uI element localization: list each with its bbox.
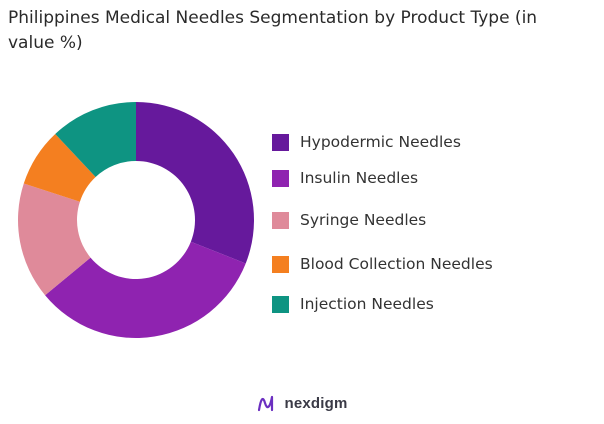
- legend-label: Syringe Needles: [300, 211, 427, 229]
- legend-item-hypodermic-needles: Hypodermic Needles: [272, 132, 592, 152]
- legend-swatch: [272, 169, 289, 187]
- brand-footer: nexdigm: [0, 393, 604, 413]
- legend-swatch: [272, 295, 289, 313]
- slice-hypodermic-needles: [136, 102, 254, 264]
- legend-label: Hypodermic Needles: [300, 133, 461, 151]
- slice-injection-needles: [55, 102, 136, 177]
- legend-item-syringe-needles: Syringe Needles: [272, 210, 592, 230]
- brand-name: nexdigm: [284, 394, 348, 412]
- slice-syringe-needles: [17, 183, 91, 296]
- legend-item-insulin-needles: Insulin Needles: [272, 168, 592, 188]
- legend-swatch: [272, 255, 289, 273]
- legend-swatch: [272, 133, 289, 151]
- legend-label: Injection Needles: [300, 295, 434, 313]
- legend-swatch: [272, 211, 289, 229]
- slice-blood-collection-needles: [23, 133, 96, 202]
- nexdigm-logo-icon: [258, 395, 274, 412]
- legend-item-blood-collection-needles: Blood Collection Needles: [272, 254, 592, 274]
- slice-insulin-needles: [45, 241, 246, 339]
- chart-title: Philippines Medical Needles Segmentation…: [8, 8, 538, 53]
- legend-item-injection-needles: Injection Needles: [272, 294, 592, 314]
- legend-label: Blood Collection Needles: [300, 255, 493, 273]
- legend-label: Insulin Needles: [300, 169, 419, 187]
